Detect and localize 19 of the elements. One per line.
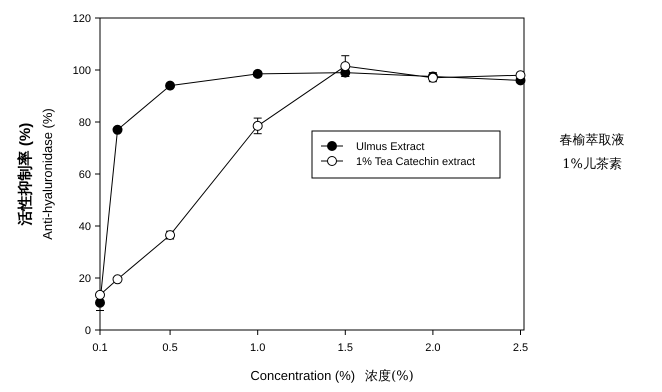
text: 春榆萃取液 bbox=[560, 133, 624, 148]
y-tick-label: 0 bbox=[84, 324, 91, 337]
y-tick-label: 120 bbox=[72, 12, 91, 25]
x-tick-label: 1.5 bbox=[338, 342, 353, 354]
x-tick-label: 0.5 bbox=[162, 342, 178, 354]
legend-label: 1% Tea Catechin extract bbox=[356, 156, 476, 168]
y-tick-label: 40 bbox=[78, 220, 91, 233]
y-axis-title: 活性抑制率 (%) Anti-hyaluronidase (%) bbox=[16, 108, 55, 240]
y-tick-label: 100 bbox=[72, 64, 91, 77]
y-tick-label: 60 bbox=[78, 168, 91, 181]
x-tick-label: 2.0 bbox=[425, 342, 441, 354]
x-tick-label: 1.0 bbox=[250, 342, 266, 354]
x-axis-title: Concentration (%) 浓度(%) bbox=[250, 368, 414, 384]
x-tick-label: 2.5 bbox=[512, 342, 528, 354]
text: 1%儿茶素 bbox=[562, 157, 622, 172]
x-tick-label: 0.1 bbox=[92, 342, 108, 354]
y-tick-label: 80 bbox=[78, 116, 91, 129]
y-tick-label: 20 bbox=[78, 272, 91, 285]
legend-label: Ulmus Extract bbox=[356, 140, 424, 153]
